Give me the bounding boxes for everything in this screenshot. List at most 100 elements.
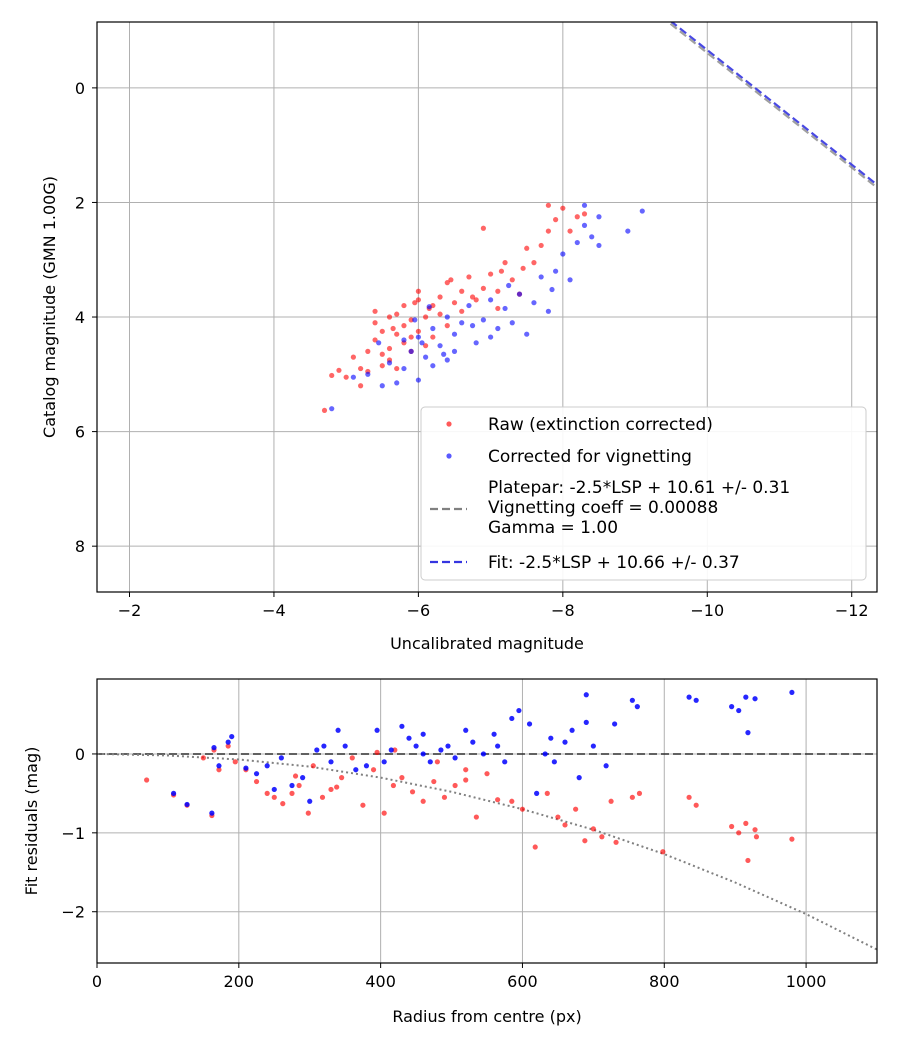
corrected-point bbox=[506, 282, 512, 289]
raw-point bbox=[343, 374, 349, 380]
raw-point bbox=[350, 354, 356, 360]
corrected-residual-point bbox=[729, 704, 735, 710]
corrected-residual-point bbox=[583, 719, 589, 725]
corrected-residual-point bbox=[264, 763, 270, 769]
raw-point bbox=[473, 297, 479, 303]
raw-point bbox=[459, 288, 465, 294]
raw-point bbox=[390, 325, 396, 332]
raw-residual-point bbox=[532, 844, 538, 850]
raw-point bbox=[415, 288, 421, 294]
raw-point bbox=[415, 297, 421, 303]
bottom-x-tick-label: 0 bbox=[92, 972, 102, 991]
raw-point bbox=[480, 225, 486, 231]
corrected-residual-point bbox=[216, 763, 222, 769]
raw-residual-point bbox=[441, 794, 448, 800]
raw-residual-point bbox=[420, 798, 426, 804]
top-x-tick-label: −2 bbox=[118, 601, 142, 620]
corrected-point bbox=[549, 286, 555, 293]
corrected-point bbox=[441, 351, 447, 357]
raw-point bbox=[574, 214, 580, 220]
raw-point bbox=[394, 365, 400, 372]
raw-residual-point bbox=[232, 759, 238, 765]
corrected-point bbox=[426, 304, 432, 310]
corrected-point bbox=[516, 291, 523, 297]
bottom-x-tick-label: 200 bbox=[224, 972, 255, 991]
corrected-point bbox=[488, 334, 494, 340]
corrected-point bbox=[545, 308, 551, 314]
corrected-residual-point bbox=[686, 694, 692, 700]
corrected-point bbox=[401, 365, 407, 372]
raw-point bbox=[415, 328, 421, 334]
corrected-residual-point bbox=[542, 751, 548, 757]
raw-point bbox=[437, 294, 443, 300]
bottom-plot-frame bbox=[96, 678, 878, 964]
corrected-point bbox=[350, 374, 356, 380]
corrected-residual-point bbox=[271, 786, 277, 793]
top-y-axis-label: Catalog magnitude (GMN 1.00G) bbox=[40, 176, 59, 438]
raw-point bbox=[394, 311, 400, 317]
corrected-residual-point bbox=[590, 743, 596, 749]
raw-point bbox=[336, 367, 342, 373]
raw-residual-point bbox=[473, 814, 479, 820]
raw-residual-point bbox=[752, 827, 758, 833]
corrected-residual-point bbox=[363, 763, 370, 769]
corrected-residual-point bbox=[480, 751, 487, 757]
raw-residual-point bbox=[225, 743, 231, 749]
raw-residual-point bbox=[743, 820, 749, 826]
corrected-residual-point bbox=[328, 759, 334, 765]
raw-residual-point bbox=[381, 810, 387, 816]
raw-point bbox=[520, 265, 526, 271]
corrected-point bbox=[488, 297, 494, 303]
corrected-residual-point bbox=[612, 721, 618, 727]
legend-raw-label: Raw (extinction corrected) bbox=[488, 415, 713, 435]
corrected-residual-point bbox=[381, 759, 387, 765]
legend-platepar-line-text: Vignetting coeff = 0.00088 bbox=[488, 498, 718, 518]
corrected-point bbox=[419, 340, 425, 346]
raw-point bbox=[358, 365, 364, 372]
raw-point bbox=[495, 288, 501, 294]
bottom-y-tick-label: −2 bbox=[61, 903, 85, 922]
bottom-x-tick-label: 400 bbox=[365, 972, 396, 991]
raw-point bbox=[379, 351, 385, 357]
platepar-line bbox=[666, 22, 877, 189]
corrected-residual-point bbox=[789, 689, 795, 696]
corrected-point bbox=[386, 360, 393, 366]
corrected-point bbox=[401, 337, 407, 343]
legend-platepar-label: Platepar: -2.5*LSP + 10.61 +/- 0.31 Vigne… bbox=[488, 478, 790, 538]
raw-residual-point bbox=[431, 778, 437, 785]
corrected-point bbox=[412, 317, 418, 323]
corrected-point bbox=[408, 348, 414, 354]
raw-residual-point bbox=[296, 782, 302, 789]
legend-fit-label: Fit: -2.5*LSP + 10.66 +/- 0.37 bbox=[488, 553, 740, 573]
corrected-point bbox=[415, 377, 421, 383]
corrected-point bbox=[625, 228, 631, 234]
raw-point bbox=[329, 372, 335, 379]
raw-point bbox=[466, 274, 472, 280]
corrected-residual-point bbox=[335, 727, 341, 733]
corrected-residual-point bbox=[184, 801, 190, 808]
raw-point bbox=[423, 314, 429, 320]
corrected-residual-point bbox=[353, 767, 359, 773]
corrected-residual-point bbox=[569, 727, 575, 733]
corrected-residual-point bbox=[342, 743, 348, 749]
raw-point bbox=[372, 337, 378, 343]
bottom-y-axis-label: Fit residuals (mag) bbox=[22, 747, 41, 896]
raw-residual-point bbox=[573, 806, 579, 812]
bottom-x-tick-label: 800 bbox=[649, 972, 680, 991]
raw-residual-point bbox=[590, 826, 596, 832]
raw-point bbox=[401, 323, 407, 329]
raw-point bbox=[358, 383, 364, 389]
corrected-point bbox=[437, 343, 443, 349]
raw-point bbox=[498, 268, 505, 274]
legend-corrected-label: Corrected for vignetting bbox=[488, 447, 692, 467]
raw-point bbox=[408, 317, 414, 323]
raw-residual-point bbox=[729, 823, 735, 830]
top-x-tick-label: −10 bbox=[690, 601, 724, 620]
top-y-tick-label: 4 bbox=[75, 308, 85, 327]
corrected-residual-point bbox=[516, 707, 522, 714]
raw-residual-point bbox=[339, 775, 345, 781]
raw-residual-point bbox=[370, 767, 377, 773]
raw-residual-point bbox=[349, 755, 355, 761]
corrected-residual-point bbox=[289, 782, 295, 789]
corrected-residual-point bbox=[300, 775, 306, 781]
